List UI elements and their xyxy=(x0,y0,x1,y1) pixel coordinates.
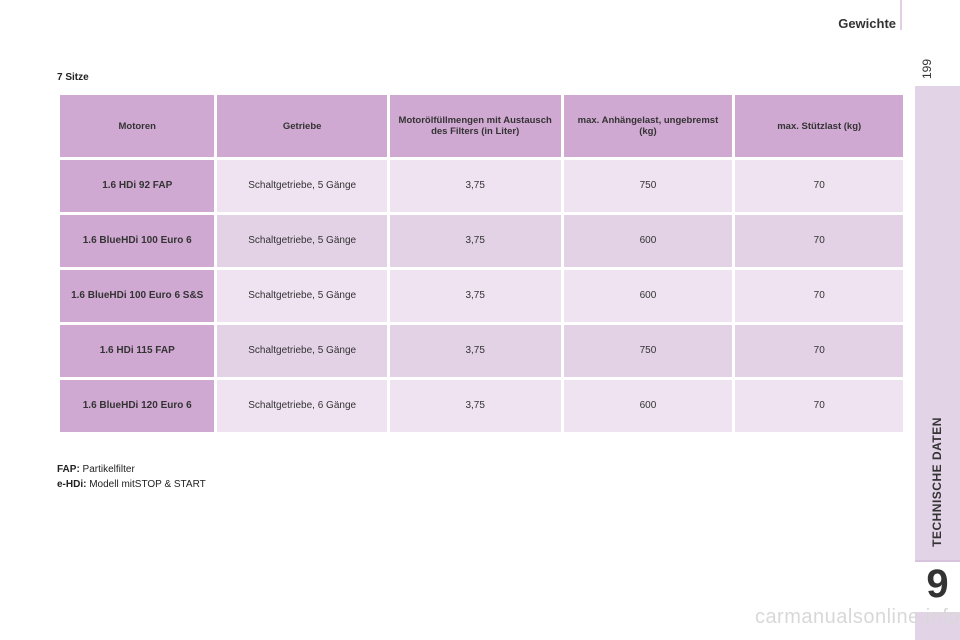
cell-motor: 1.6 HDi 115 FAP xyxy=(60,325,215,377)
table-row: 1.6 BlueHDi 100 Euro 6 S&S Schaltgetrieb… xyxy=(60,270,903,322)
footnote-term: e-HDi: xyxy=(57,479,87,490)
cell-anhaengelast: 600 xyxy=(563,380,733,432)
cell-oel: 3,75 xyxy=(389,270,561,322)
header-stuetzlast: max. Stützlast (kg) xyxy=(735,95,903,157)
page-title: Gewichte xyxy=(838,16,896,31)
cell-oel: 3,75 xyxy=(389,325,561,377)
chapter-side-tab xyxy=(915,86,960,640)
header-motoren: Motoren xyxy=(60,95,215,157)
specification-table: Motoren Getriebe Motorölfüllmengen mit A… xyxy=(57,92,906,435)
footnote-text: Partikelfilter xyxy=(79,464,135,475)
footnote-fap: FAP: Partikelfilter xyxy=(57,462,206,477)
cell-anhaengelast: 600 xyxy=(563,215,733,267)
cell-motor: 1.6 BlueHDi 100 Euro 6 S&S xyxy=(60,270,215,322)
cell-stuetzlast: 70 xyxy=(735,380,903,432)
cell-oel: 3,75 xyxy=(389,380,561,432)
watermark: carmanualsonline.info xyxy=(754,606,960,628)
footnote-text: Modell mitSTOP & START xyxy=(86,479,206,490)
table-row: 1.6 HDi 115 FAP Schaltgetriebe, 5 Gänge … xyxy=(60,325,903,377)
cell-getriebe: Schaltgetriebe, 6 Gänge xyxy=(217,380,387,432)
chapter-side-label-wrap: TECHNISCHE DATEN xyxy=(904,417,960,547)
cell-anhaengelast: 750 xyxy=(563,325,733,377)
cell-anhaengelast: 750 xyxy=(563,160,733,212)
page-number: 199 xyxy=(920,58,934,80)
header-divider xyxy=(900,0,902,30)
header-oelfuellmenge: Motorölfüllmengen mit Austausch des Filt… xyxy=(389,95,561,157)
cell-getriebe: Schaltgetriebe, 5 Gänge xyxy=(217,325,387,377)
table-row: 1.6 BlueHDi 100 Euro 6 Schaltgetriebe, 5… xyxy=(60,215,903,267)
footnote-ehdi: e-HDi: Modell mitSTOP & START xyxy=(57,477,206,492)
cell-anhaengelast: 600 xyxy=(563,270,733,322)
cell-oel: 3,75 xyxy=(389,160,561,212)
cell-stuetzlast: 70 xyxy=(735,325,903,377)
footnotes: FAP: Partikelfilter e-HDi: Modell mitSTO… xyxy=(57,462,206,492)
cell-motor: 1.6 BlueHDi 120 Euro 6 xyxy=(60,380,215,432)
cell-motor: 1.6 BlueHDi 100 Euro 6 xyxy=(60,215,215,267)
table-row: 1.6 HDi 92 FAP Schaltgetriebe, 5 Gänge 3… xyxy=(60,160,903,212)
cell-stuetzlast: 70 xyxy=(735,160,903,212)
cell-stuetzlast: 70 xyxy=(735,270,903,322)
chapter-number: 9 xyxy=(926,562,949,606)
chapter-side-label: TECHNISCHE DATEN xyxy=(930,417,944,547)
chapter-number-box xyxy=(915,560,960,612)
cell-getriebe: Schaltgetriebe, 5 Gänge xyxy=(217,215,387,267)
table-header-row: Motoren Getriebe Motorölfüllmengen mit A… xyxy=(60,95,903,157)
table-row: 1.6 BlueHDi 120 Euro 6 Schaltgetriebe, 6… xyxy=(60,380,903,432)
header-anhaengelast: max. Anhängelast, ungebremst (kg) xyxy=(563,95,733,157)
section-title: 7 Sitze xyxy=(57,72,89,83)
header-getriebe: Getriebe xyxy=(217,95,387,157)
footnote-term: FAP: xyxy=(57,464,80,475)
cell-getriebe: Schaltgetriebe, 5 Gänge xyxy=(217,270,387,322)
cell-getriebe: Schaltgetriebe, 5 Gänge xyxy=(217,160,387,212)
cell-stuetzlast: 70 xyxy=(735,215,903,267)
cell-oel: 3,75 xyxy=(389,215,561,267)
cell-motor: 1.6 HDi 92 FAP xyxy=(60,160,215,212)
